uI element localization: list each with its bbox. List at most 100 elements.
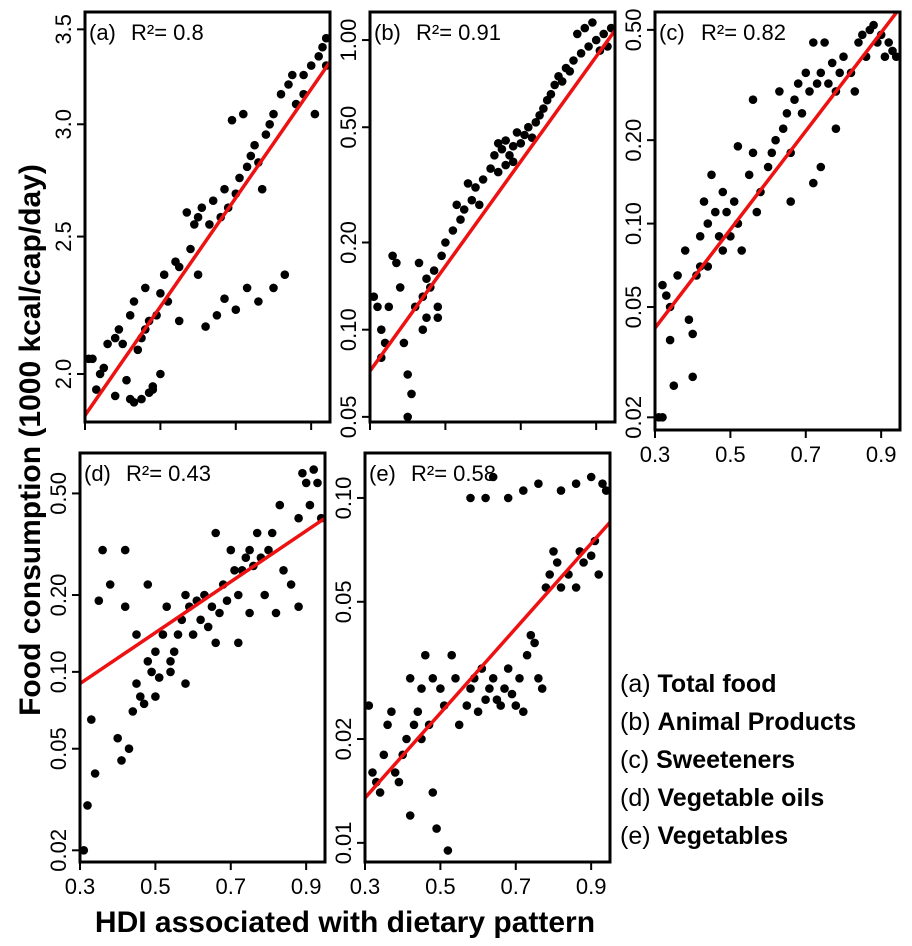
data-point [512,128,522,137]
data-point [459,205,469,214]
fit-line [365,521,610,800]
data-point [831,124,841,133]
legend-item-a: (a) Total food [620,670,776,698]
data-point [443,846,453,855]
data-point [718,246,728,255]
panel-e: 0.3 0.5 0.7 0.9 0.01 0.02 0.05 0.10 (e) R²= 0.58 [331,451,612,899]
x-tick-label: 0.5 [140,874,171,899]
data-point [503,664,513,673]
data-point [394,777,404,787]
data-point [556,583,566,592]
data-point [156,369,165,379]
y-tick-label: 0.20 [621,119,646,162]
legend: (a) Total food (b) Animal Products (c) S… [620,670,856,850]
x-tick-label: 0.3 [65,874,96,899]
data-point [448,226,458,235]
data-point [699,197,709,206]
data-point [188,630,198,639]
data-point [136,692,145,701]
data-point [305,500,315,510]
data-point [473,707,483,716]
legend-item-d: (d) Vegetable oils [620,784,824,812]
data-point [695,232,705,241]
data-point [835,68,844,78]
points [655,20,900,422]
data-point [265,120,275,129]
data-point [711,207,720,217]
data-point [775,87,784,96]
data-point [481,695,490,704]
data-point [250,140,259,150]
data-point [294,602,303,611]
y-tick-label: 0.50 [46,472,71,515]
data-point [120,545,130,555]
data-point [186,244,195,254]
data-point [729,197,739,206]
data-point [507,689,517,699]
panel-d: 0.3 0.5 0.7 0.9 0.02 0.05 0.10 0.20 0.50 (d) R²= 0… [46,451,327,899]
fit-line [655,12,900,330]
plot-frame [83,10,332,424]
data-point [269,109,278,119]
data-point [318,42,327,52]
data-point [488,472,498,482]
data-point [422,313,431,323]
data-point [387,707,396,716]
data-point [288,70,297,80]
points [80,465,325,855]
data-point [230,566,239,575]
data-point [286,580,296,589]
data-point [718,187,728,197]
data-point [722,207,731,217]
y-tick-label: 1.00 [336,19,361,62]
data-point [429,266,439,275]
data-point [858,30,867,40]
fit-line [85,60,330,417]
data-point [436,684,445,693]
data-point [241,553,251,562]
data-point [767,148,777,158]
x-tick-label: 0.9 [576,874,607,899]
data-point [321,33,330,43]
data-point [573,29,582,39]
y-tick-label: 0.50 [336,106,361,149]
legend-key: (c) [620,746,649,774]
panel-a: 2.0 2.5 3.0 3.5 (a) R²= 0.8 [51,10,332,430]
data-point [182,208,192,217]
data-point [493,139,503,148]
data-point [786,197,795,206]
data-point [522,650,532,660]
data-point [403,370,413,379]
data-point [816,162,826,172]
data-point [110,391,120,401]
data-point [591,35,601,45]
data-point [113,733,122,743]
legend-key: (d) [620,784,651,812]
data-point [584,42,593,51]
data-point [688,372,697,382]
data-point [409,720,419,730]
legend-name: Total food [658,670,777,698]
legend-name: Animal Products [658,708,857,736]
y-tick-label: 0.10 [336,308,361,351]
data-point [211,528,220,538]
r2-label: R²= 0.91 [416,20,501,45]
data-point [193,212,203,222]
data-point [571,479,581,489]
data-point [824,79,833,88]
data-point [733,142,743,151]
data-point [190,220,199,229]
data-point [299,70,308,80]
fit-line [80,516,325,686]
fit-line [370,29,615,373]
r2-label: R²= 0.58 [411,461,496,486]
data-point [392,258,401,268]
data-point [368,768,377,777]
data-point [790,95,799,104]
data-point [812,79,822,88]
data-point [778,124,788,133]
data-point [520,130,529,140]
data-point [156,289,165,298]
y-tick-label: 2.0 [51,359,76,390]
data-point [515,674,524,683]
